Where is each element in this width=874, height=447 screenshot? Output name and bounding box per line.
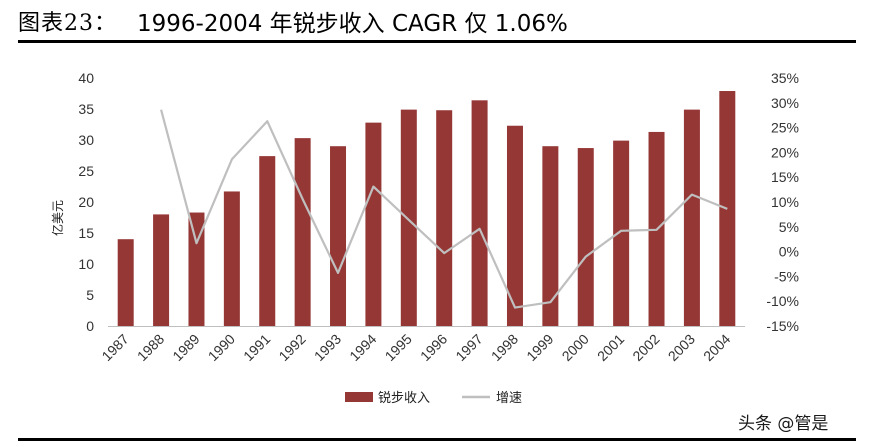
top-rule (18, 40, 856, 43)
revenue-bar (188, 212, 205, 326)
x-tick-label: 1996 (417, 331, 450, 364)
y-left-tick-label: 15 (78, 225, 94, 241)
y-right-tick-label: 0% (779, 244, 799, 260)
y-left-tick-label: 30 (78, 132, 94, 148)
y-left-tick-label: 40 (78, 70, 94, 86)
x-tick-label: 1989 (169, 331, 202, 364)
y-right-tick-label: -10% (766, 293, 799, 309)
x-tick-label: 2004 (700, 331, 733, 364)
growth-line (160, 109, 728, 309)
revenue-bar (471, 100, 488, 326)
y-left-axis-title: 亿美元 (50, 200, 65, 236)
x-tick-label: 2001 (594, 331, 627, 364)
x-tick-label: 2002 (629, 331, 662, 364)
x-tick-label: 2003 (665, 331, 698, 364)
y-right-tick-label: 5% (779, 219, 799, 235)
x-tick-label: 1997 (452, 331, 485, 364)
revenue-bar (506, 125, 523, 327)
bottom-rule (18, 438, 856, 441)
x-tick-label: 1990 (205, 331, 238, 364)
revenue-bar (294, 138, 311, 326)
x-tick-label: 2000 (559, 331, 592, 364)
y-left-tick-label: 5 (86, 287, 94, 303)
revenue-bar (683, 109, 700, 327)
legend-bar-swatch (345, 392, 373, 402)
y-left-tick-label: 0 (86, 318, 94, 334)
x-tick-label: 1992 (275, 331, 308, 364)
legend-bar-label: 锐步收入 (378, 391, 430, 406)
x-tick-label: 1999 (523, 331, 556, 364)
x-tick-label: 1988 (134, 331, 167, 364)
figure-number: 图表23： (18, 11, 117, 36)
figure-title-row: 图表23： 1996-2004 年锐步收入 CAGR 仅 1.06% (18, 4, 856, 38)
x-tick-label: 1995 (382, 331, 415, 364)
revenue-bar (365, 122, 382, 326)
revenue-bar (259, 156, 276, 326)
y-right-tick-label: 15% (771, 169, 799, 185)
x-tick-label: 1993 (311, 331, 344, 364)
revenue-bar (223, 191, 240, 326)
revenue-bar (577, 148, 594, 326)
revenue-bar (153, 214, 170, 326)
x-tick-label: 1998 (488, 331, 521, 364)
revenue-bar (117, 239, 134, 326)
y-left-tick-label: 20 (78, 194, 94, 210)
revenue-bar (400, 109, 417, 327)
revenue-bar (436, 110, 453, 327)
x-tick-label: 1987 (98, 331, 131, 364)
y-left-tick-label: 25 (78, 163, 94, 179)
figure-title: 1996-2004 年锐步收入 CAGR 仅 1.06% (137, 11, 568, 37)
y-right-tick-label: 25% (771, 120, 799, 136)
revenue-bar (330, 146, 347, 326)
y-right-tick-label: 20% (771, 144, 799, 160)
revenue-bar (542, 146, 559, 326)
y-right-tick-label: 10% (771, 194, 799, 210)
y-left-tick-label: 10 (78, 256, 94, 272)
watermark: 头条 @管是 (738, 414, 829, 434)
y-right-tick-label: -5% (774, 268, 799, 284)
x-tick-label: 1991 (240, 331, 273, 364)
y-right-tick-label: 35% (771, 70, 799, 86)
y-right-tick-label: 30% (771, 95, 799, 111)
legend-line-label: 增速 (496, 391, 522, 406)
revenue-bar (613, 140, 630, 326)
y-right-tick-label: -15% (766, 318, 799, 334)
x-tick-label: 1994 (346, 331, 379, 364)
y-left-tick-label: 35 (78, 101, 94, 117)
